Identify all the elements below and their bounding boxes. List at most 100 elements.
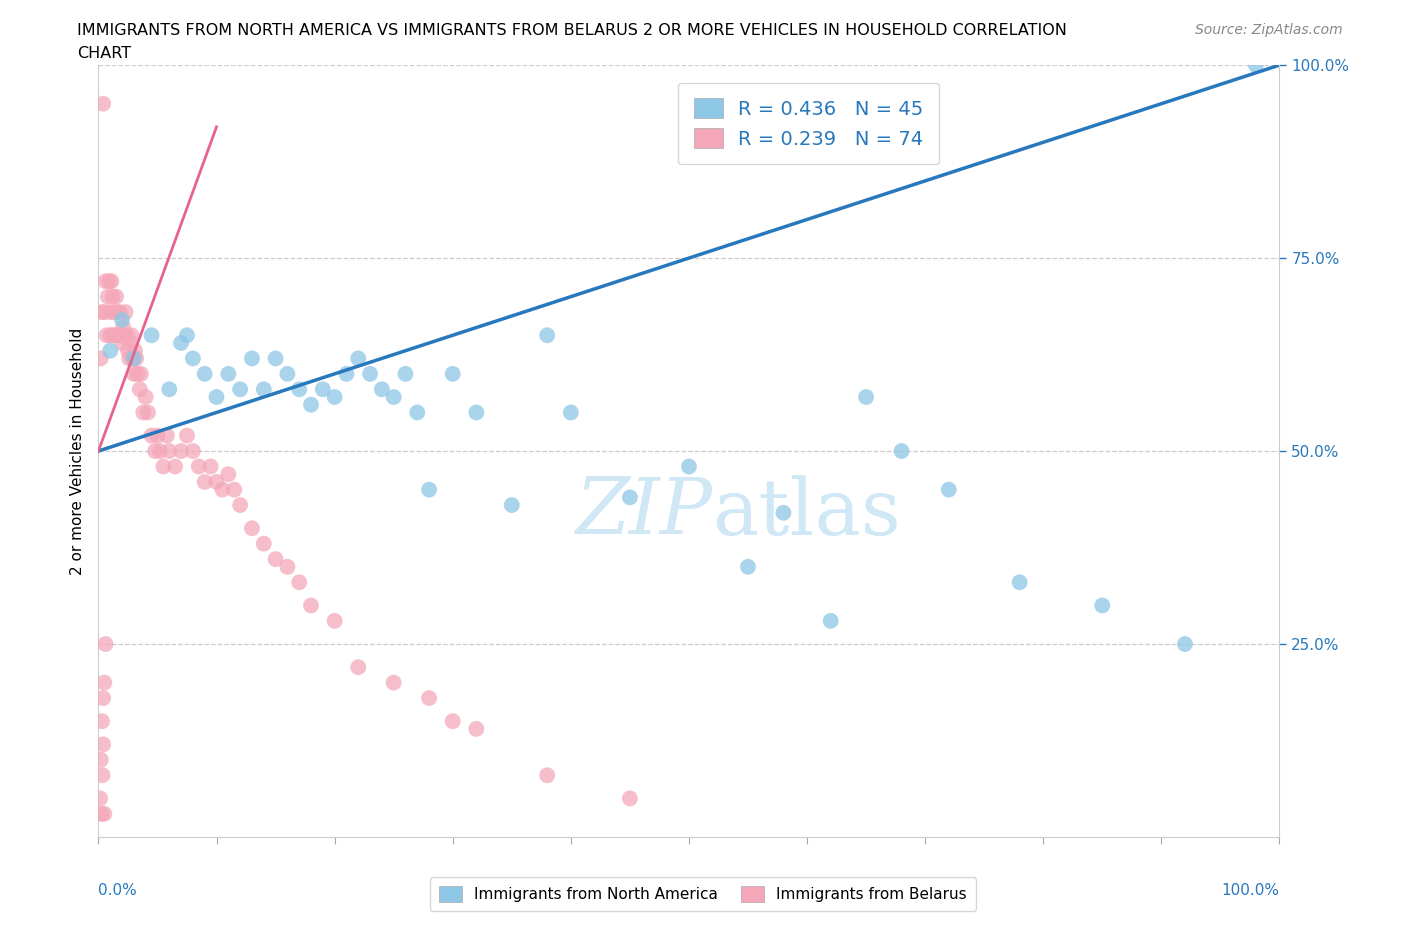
Point (288, 575, 311, 590)
Point (146, 428, 169, 443)
Point (165, 459, 187, 474)
Point (101, 328, 124, 343)
Point (90, 806, 112, 821)
Point (418, 482, 440, 497)
Point (111, 336, 134, 351)
Point (205, 390, 228, 405)
Point (157, 382, 180, 397)
Point (115, 328, 138, 343)
Point (91, 305, 114, 320)
Point (200, 459, 222, 474)
Point (194, 366, 217, 381)
Point (105, 328, 128, 343)
Point (141, 428, 163, 443)
Point (108, 305, 131, 320)
Point (382, 675, 405, 690)
Point (347, 659, 370, 674)
Point (124, 343, 146, 358)
Point (176, 428, 198, 443)
Point (97, 289, 120, 304)
Point (890, 444, 912, 458)
Point (170, 444, 193, 458)
Legend: R = 0.436   N = 45, R = 0.239   N = 74: R = 0.436 N = 45, R = 0.239 N = 74 (678, 83, 939, 165)
Point (98, 328, 121, 343)
Point (217, 366, 239, 381)
Point (371, 382, 394, 397)
Point (359, 366, 381, 381)
Point (143, 444, 166, 458)
Point (89, 790, 111, 805)
Point (187, 459, 209, 474)
Point (229, 382, 252, 397)
Point (441, 366, 464, 381)
Point (678, 459, 700, 474)
Point (112, 320, 135, 335)
Point (240, 521, 263, 536)
Point (91, 97, 114, 112)
Point (105, 289, 128, 304)
Point (91, 691, 114, 706)
Point (229, 498, 252, 512)
Point (465, 722, 488, 737)
Text: IMMIGRANTS FROM NORTH AMERICA VS IMMIGRANTS FROM BELARUS 2 OR MORE VEHICLES IN H: IMMIGRANTS FROM NORTH AMERICA VS IMMIGRA… (77, 23, 1067, 38)
Point (105, 305, 128, 320)
Point (121, 328, 143, 343)
Point (181, 351, 204, 365)
Point (122, 366, 145, 381)
Point (264, 551, 287, 566)
Point (111, 312, 134, 327)
Point (117, 343, 139, 358)
Point (136, 405, 159, 420)
Point (335, 366, 357, 381)
Point (299, 397, 322, 412)
Point (406, 405, 429, 420)
Point (536, 768, 558, 783)
Point (253, 537, 276, 551)
Point (441, 714, 464, 729)
Point (125, 351, 148, 365)
Point (112, 328, 135, 343)
Point (253, 382, 276, 397)
Legend: Immigrants from North America, Immigrants from Belarus: Immigrants from North America, Immigrant… (430, 877, 976, 911)
Point (312, 382, 335, 397)
Point (129, 366, 152, 381)
Point (98, 273, 121, 288)
Point (152, 459, 174, 474)
Point (176, 328, 198, 343)
Point (205, 474, 228, 489)
Point (465, 405, 488, 420)
Point (170, 336, 193, 351)
Point (347, 351, 370, 365)
Point (194, 474, 217, 489)
Point (100, 273, 122, 288)
Text: ZIP: ZIP (575, 474, 713, 551)
Point (107, 328, 129, 343)
Point (127, 366, 149, 381)
Point (91, 768, 114, 783)
Point (299, 598, 322, 613)
Point (93, 675, 115, 690)
Point (560, 405, 582, 420)
Point (264, 351, 287, 365)
Point (114, 305, 136, 320)
Point (323, 614, 346, 629)
Point (132, 405, 155, 420)
Point (90, 351, 112, 365)
Point (938, 482, 960, 497)
Point (181, 444, 204, 458)
Point (94, 273, 117, 288)
Point (141, 328, 163, 343)
Point (93, 806, 115, 821)
Point (128, 382, 150, 397)
Point (103, 305, 125, 320)
Point (149, 444, 172, 458)
Point (122, 351, 145, 365)
Text: CHART: CHART (77, 46, 131, 61)
Point (382, 390, 405, 405)
Point (737, 559, 759, 574)
Point (288, 382, 311, 397)
Point (276, 559, 298, 574)
Point (240, 351, 263, 365)
Point (1091, 598, 1114, 613)
Text: 0.0%: 0.0% (98, 884, 138, 898)
